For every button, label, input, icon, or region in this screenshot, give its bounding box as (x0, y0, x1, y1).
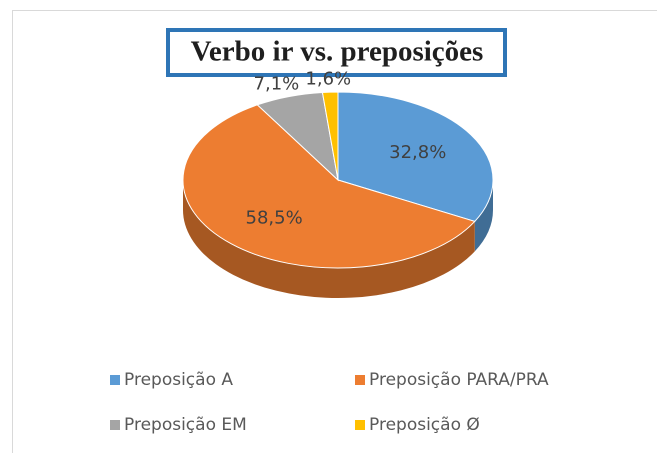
legend-label: Preposição PARA/PRA (369, 370, 549, 390)
legend-label: Preposição A (124, 370, 233, 390)
slice (321, 91, 339, 181)
legend-swatch (355, 375, 365, 385)
data-label: 1,6% (305, 69, 351, 90)
chart-title: Verbo ir vs. preposições (191, 36, 484, 68)
slice-side (182, 180, 475, 299)
title-box (166, 28, 507, 77)
legend-swatch (355, 420, 365, 430)
legend-label: Preposição EM (124, 415, 247, 435)
data-label: 7,1% (254, 73, 300, 94)
slice (182, 104, 476, 269)
legend-swatch (110, 375, 120, 385)
data-label: 32,8% (389, 142, 446, 163)
slice-side (474, 180, 493, 252)
legend-label: Preposição Ø (369, 415, 480, 435)
data-label: 58,5% (246, 207, 303, 228)
legend-swatch (110, 420, 120, 430)
slice (337, 91, 494, 222)
